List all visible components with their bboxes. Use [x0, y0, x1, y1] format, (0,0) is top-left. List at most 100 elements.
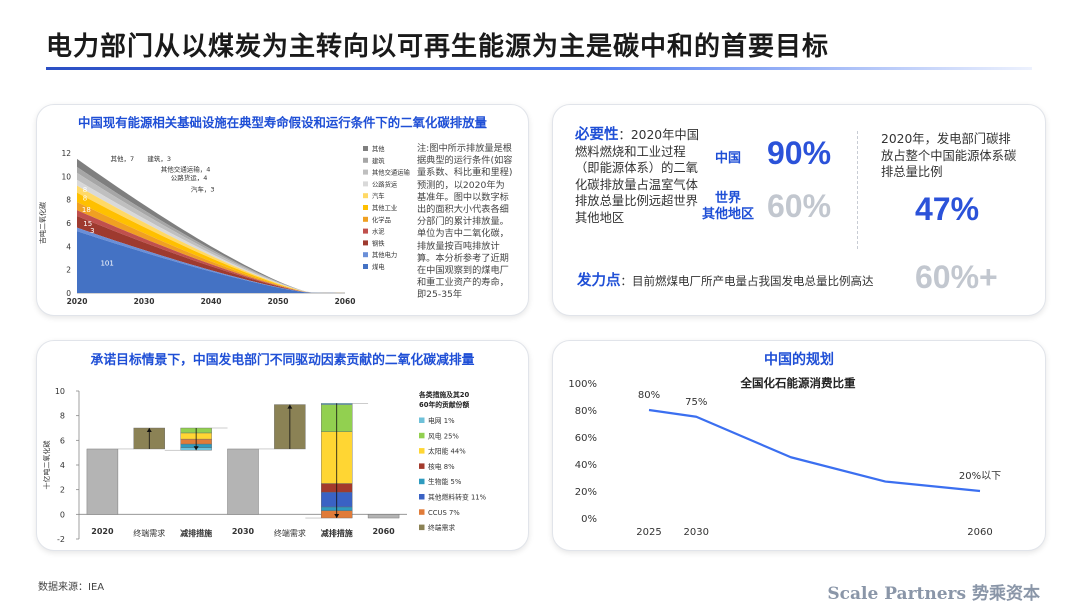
legend-swatch: [363, 146, 368, 151]
legend-swatch: [363, 181, 368, 187]
force-text: ：目前燃煤电厂所产电量占我国发电总量比例高达: [620, 274, 874, 288]
legend-swatch: [419, 417, 425, 423]
emissions-area-card: 中国现有能源相关基础设施在典型寿命假设和运行条件下的二氧化碳排放量 吉吨二氧化碳…: [36, 104, 529, 316]
legend-swatch: [419, 463, 425, 469]
world-value: 60%: [767, 188, 832, 224]
x-tick-label: 2040: [201, 297, 222, 306]
necessity-paragraph: 必要性：2020年中国燃料燃烧和工业过程（即能源体系）的二氧化碳排放量占温室气体…: [575, 127, 699, 225]
bar-arrow-head: [193, 446, 199, 451]
x-tick-label: 2030: [134, 297, 155, 306]
bar-arrow-head: [146, 428, 152, 432]
y-tick-label: 40%: [575, 460, 597, 471]
legend-label: 其他工业: [372, 203, 397, 212]
legend-label: 煤电: [372, 262, 385, 271]
y-tick-label: 80%: [575, 406, 597, 417]
area-label: 101: [100, 260, 113, 268]
legend-swatch: [363, 228, 368, 234]
y-tick-label: 60%: [575, 433, 597, 444]
legend-swatch: [363, 169, 368, 175]
legend-label: 电网 1%: [428, 416, 455, 425]
card3-title: 承诺目标情景下，中国发电部门不同驱动因素贡献的二氧化碳减排量: [90, 353, 475, 368]
y-tick-label: 0: [66, 289, 71, 298]
area-series: [77, 231, 345, 293]
data-label: 20%以下: [959, 471, 1001, 482]
legend-label: 太阳能 44%: [428, 447, 466, 456]
y-tick-label: 6: [60, 436, 65, 445]
legend-swatch: [419, 509, 425, 515]
brand-logo: Scale Partners 势乘资本: [827, 584, 1040, 604]
legend-swatch: [363, 193, 368, 199]
legend-label: 其他: [372, 144, 385, 153]
legend-swatch: [419, 524, 425, 531]
reduction-bar-card: 承诺目标情景下，中国发电部门不同驱动因素贡献的二氧化碳减排量 十亿吨二氧化碳 -2…: [36, 340, 529, 551]
y-tick-label: 0%: [581, 514, 597, 525]
line-series: [648, 408, 981, 493]
y-tick-label: 6: [66, 219, 71, 228]
legend-swatch: [419, 478, 425, 485]
y-tick-label: 2: [66, 266, 71, 275]
x-tick-label: 2020: [67, 297, 88, 306]
force-label: 发力点: [577, 273, 621, 289]
legend-label: 生物能 5%: [428, 477, 462, 486]
area-label: 15: [83, 220, 92, 228]
legend-label: 钢铁: [372, 238, 385, 247]
y-tick-label: 10: [61, 172, 71, 181]
world-label: 世界 其他地区: [701, 191, 754, 222]
legend-label: CCUS 7%: [428, 509, 460, 517]
y-tick-label: 8: [66, 196, 71, 205]
x-tick-label: 2060: [372, 527, 395, 536]
legend-swatch: [363, 157, 368, 163]
china-value: 90%: [767, 135, 832, 171]
area-label: 3: [90, 227, 94, 235]
y-tick-label: 20%: [575, 487, 597, 498]
legend-swatch: [419, 448, 425, 454]
china-label: 中国: [714, 151, 741, 166]
bar-segment: [86, 448, 119, 515]
legend-title-line2: 60年的贡献份额: [419, 400, 469, 409]
y-tick-label: 10: [55, 387, 65, 396]
y-axis-label: 吉吨二氧化碳: [38, 202, 47, 244]
x-tick-label: 终端需求: [133, 528, 165, 538]
legend-label: 化学品: [372, 215, 391, 224]
area-label: 8: [83, 194, 87, 202]
legend-swatch: [419, 432, 425, 439]
area-callout: 公路货运，4: [171, 173, 208, 182]
area-callout: 汽车，3: [191, 185, 215, 194]
legend-label: 水泥: [372, 227, 385, 236]
legend-label: 公路货运: [372, 179, 398, 188]
legend-label: 汽车: [372, 191, 385, 200]
y-tick-label: 2: [60, 486, 65, 495]
force-line: 发力点：目前燃煤电厂所产电量占我国发电总量比例高达: [577, 269, 874, 290]
necessity-text: 2020年中国燃料燃烧和工业过程（即能源体系）的二氧化碳排放量占温室气体排放总量…: [575, 128, 699, 225]
legend-label: 风电 25%: [428, 431, 459, 440]
x-tick-label: 2030: [684, 527, 709, 538]
bar-arrow-head: [334, 514, 340, 519]
legend-label: 其他电力: [372, 250, 397, 259]
legend-swatch: [363, 240, 368, 246]
y-tick-label: 4: [66, 242, 71, 251]
y-tick-label: 12: [61, 149, 71, 158]
data-label: 80%: [638, 390, 660, 401]
area-label: 18: [82, 206, 91, 214]
data-label: 75%: [685, 397, 707, 408]
area-callout: 其他，7: [111, 154, 135, 163]
bar-segment: [367, 514, 400, 519]
legend-swatch: [363, 216, 368, 222]
y-tick-label: 100%: [568, 379, 597, 390]
legend-label: 核电 8%: [428, 462, 455, 471]
card4-title: 中国的规划: [764, 352, 834, 368]
card1-title: 中国现有能源相关基础设施在典型寿命假设和运行条件下的二氧化碳排放量: [78, 115, 487, 130]
key-facts-card: 必要性：2020年中国燃料燃烧和工业过程（即能源体系）的二氧化碳排放量占温室气体…: [552, 104, 1046, 316]
area-label: 8: [83, 186, 87, 194]
right-text: 2020年，发电部门碳排放占整个中国能源体系碳排总量比例: [881, 132, 1017, 179]
bar-arrow-head: [287, 404, 293, 409]
x-tick-label: 2025: [636, 527, 661, 538]
right-value: 47%: [915, 191, 980, 227]
y-tick-label: 8: [60, 412, 65, 421]
title-divider: [46, 67, 1032, 70]
x-tick-label: 2060: [967, 527, 992, 538]
y-tick-label: 0: [60, 510, 65, 519]
card1-note: 注:图中所示排放量是根据典型的运行条件(如容量系数、科比重和里程)预测的，以20…: [417, 143, 513, 301]
